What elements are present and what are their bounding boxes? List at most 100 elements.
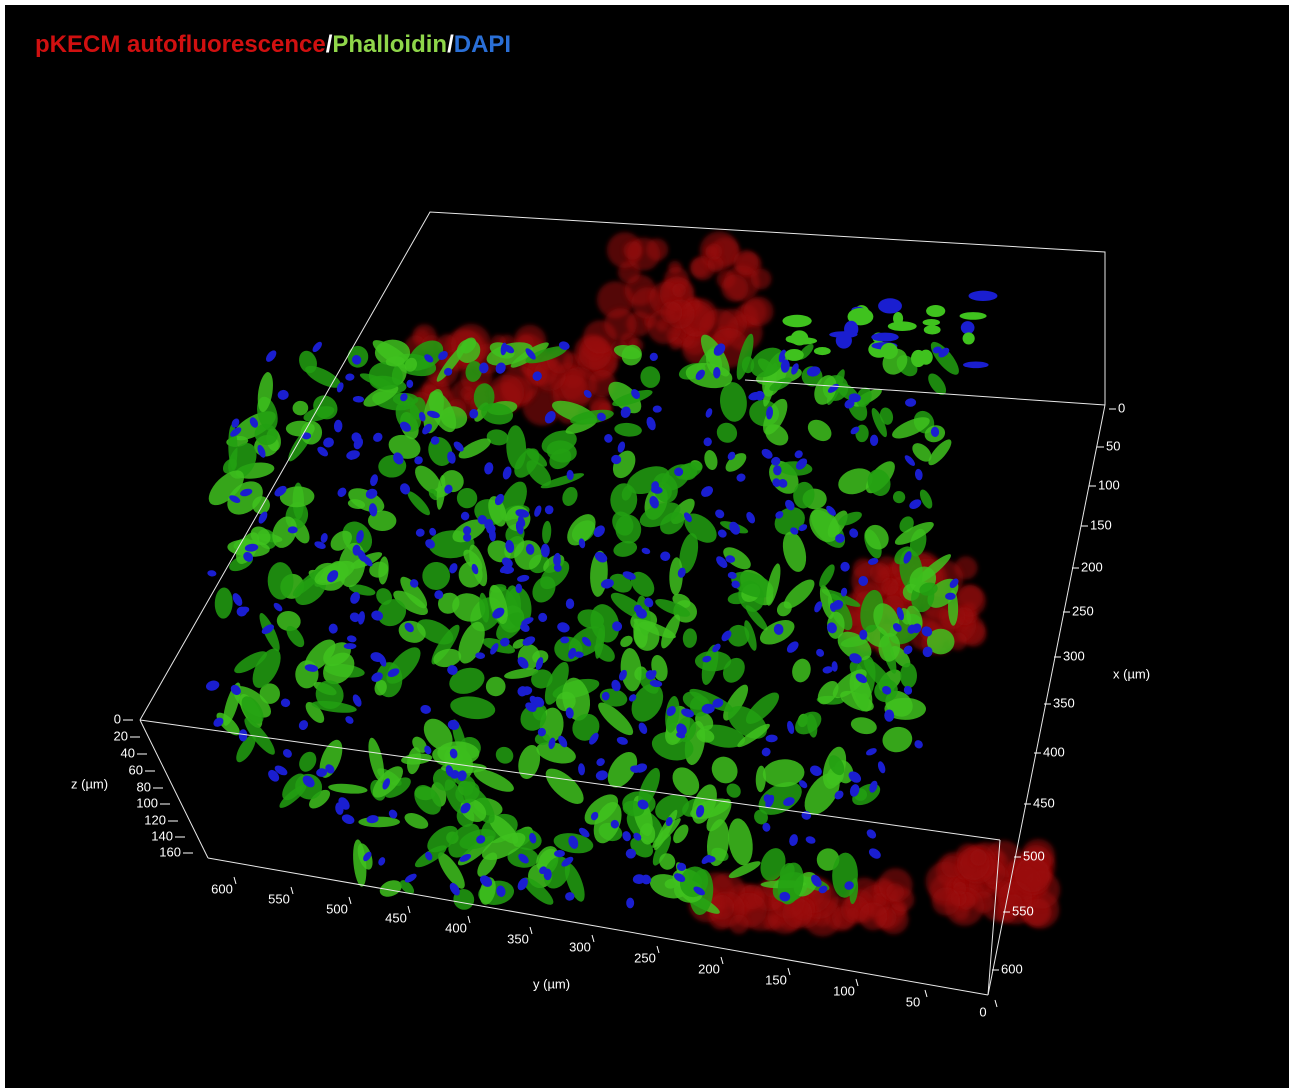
nucleus	[905, 398, 917, 407]
y-tick-label: 100	[833, 983, 855, 998]
nucleus	[865, 747, 878, 757]
x-tick-label: 450	[1033, 795, 1055, 810]
nucleus	[645, 416, 658, 432]
nucleus	[406, 380, 413, 388]
actin	[919, 350, 933, 365]
nucleus	[357, 611, 366, 625]
nucleus	[369, 473, 379, 487]
nucleus	[735, 472, 746, 483]
nucleus	[334, 420, 343, 433]
autofluorescence	[623, 241, 642, 260]
actin	[742, 357, 754, 374]
autofluorescence	[729, 915, 748, 934]
nucleus	[870, 435, 878, 446]
nucleus	[616, 736, 629, 746]
autofluorescence	[460, 386, 474, 400]
nucleus	[280, 698, 290, 707]
actin	[695, 651, 731, 671]
actin	[923, 319, 940, 326]
y-tick-label: 50	[906, 994, 920, 1009]
actin	[722, 450, 749, 476]
nucleus	[516, 574, 529, 583]
autofluorescence	[859, 902, 887, 930]
nucleus	[515, 684, 529, 698]
actin	[779, 575, 819, 613]
actin	[782, 315, 811, 328]
nucleus	[377, 856, 387, 867]
nucleus	[814, 647, 825, 658]
nucleus	[346, 635, 357, 643]
nucleus	[371, 431, 384, 444]
nucleus	[595, 769, 609, 781]
x-tick-label: 400	[1043, 744, 1065, 759]
x-tick-label: 50	[1106, 438, 1120, 453]
actin	[860, 520, 894, 554]
channel-legend: pKECM autofluorescence/Phalloidin/DAPI	[35, 31, 511, 58]
channel-green: Phalloidin	[332, 31, 447, 58]
y-tick-label: 350	[507, 931, 529, 946]
nucleus	[808, 764, 824, 778]
render-view: pKECM autofluorescence/Phalloidin/DAPI x…	[5, 5, 1289, 1088]
tick-mark	[408, 906, 410, 913]
nucleus	[277, 389, 289, 400]
nucleus	[578, 763, 586, 776]
actin	[969, 291, 998, 301]
tick-mark	[530, 927, 532, 934]
tick-mark	[592, 935, 594, 942]
actin	[785, 349, 804, 361]
actin	[682, 628, 697, 649]
nucleus	[483, 461, 494, 475]
actin	[424, 434, 456, 470]
nucleus	[460, 511, 470, 521]
nucleus	[344, 715, 355, 726]
autofluorescence	[970, 849, 986, 865]
nucleus	[713, 508, 726, 520]
z-tick-label: 40	[121, 745, 135, 760]
actin	[791, 707, 826, 739]
box-edge	[745, 380, 1105, 405]
actin	[786, 336, 799, 343]
autofluorescence	[604, 308, 636, 340]
nucleus	[760, 746, 772, 758]
nucleus	[345, 373, 355, 381]
actin	[762, 758, 806, 788]
nucleus	[533, 504, 543, 517]
axis-label: y (µm)	[533, 976, 570, 991]
autofluorescence	[660, 301, 682, 323]
actin	[924, 325, 941, 334]
actin	[790, 657, 813, 684]
nucleus	[281, 747, 293, 759]
nucleus	[913, 738, 925, 750]
nucleus	[297, 718, 310, 731]
actin	[328, 782, 368, 795]
actin	[963, 332, 975, 344]
actin	[639, 365, 661, 389]
nucleus	[637, 721, 649, 735]
actin	[493, 744, 517, 767]
actin	[893, 312, 903, 325]
y-tick-label: 200	[698, 961, 720, 976]
nucleus	[311, 340, 324, 354]
actin	[926, 305, 945, 317]
actin	[829, 331, 857, 338]
actin	[618, 633, 635, 649]
actin	[724, 781, 744, 801]
y-tick-label: 250	[634, 950, 656, 965]
tick-mark	[995, 1000, 997, 1007]
nucleus	[788, 833, 799, 847]
nucleus	[660, 551, 671, 561]
actin	[881, 343, 898, 359]
y-tick-label: 400	[445, 920, 467, 935]
nucleus	[415, 528, 425, 538]
actin	[880, 724, 914, 755]
nucleus	[648, 351, 659, 363]
nucleus	[765, 734, 777, 742]
nucleus	[703, 437, 713, 447]
nucleus	[340, 813, 355, 826]
nucleus	[785, 639, 801, 655]
nucleus	[903, 454, 917, 468]
tick-mark	[234, 877, 236, 884]
nucleus	[786, 720, 796, 735]
autofluorescence	[672, 283, 686, 297]
nucleus	[545, 505, 554, 515]
